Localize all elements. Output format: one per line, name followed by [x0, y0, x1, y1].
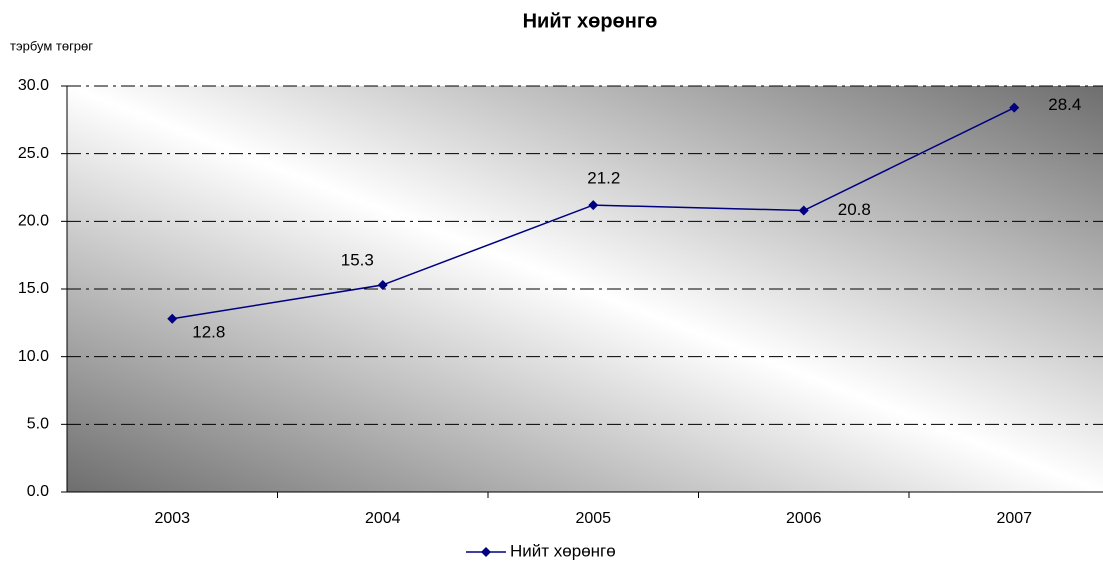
y-tick-label: 30.0	[18, 77, 49, 94]
data-label: 28.4	[1048, 95, 1081, 114]
y-tick-label: 20.0	[18, 213, 49, 230]
data-point	[798, 205, 809, 216]
data-label: 12.8	[192, 322, 225, 341]
chart-title: Нийт хөрөнгө	[523, 10, 658, 32]
x-tick-label: 2007	[996, 510, 1032, 527]
y-tick-label: 5.0	[27, 416, 49, 433]
data-label: 20.8	[838, 200, 871, 219]
y-axis-label: тэрбум төгрөг	[10, 38, 93, 53]
data-label: 21.2	[587, 169, 620, 188]
legend-marker	[481, 547, 491, 557]
y-tick-label: 10.0	[18, 348, 49, 365]
data-point	[167, 313, 178, 324]
y-tick-label: 25.0	[18, 145, 49, 162]
x-tick-label: 2004	[365, 510, 401, 527]
data-point	[588, 200, 599, 211]
legend-label: Нийт хөрөнгө	[510, 541, 616, 560]
x-tick-label: 2005	[575, 510, 611, 527]
y-tick-label: 0.0	[27, 483, 49, 500]
y-tick-label: 15.0	[18, 280, 49, 297]
data-point	[1009, 102, 1020, 113]
data-point	[377, 279, 388, 290]
x-tick-label: 2003	[154, 510, 190, 527]
data-label: 15.3	[341, 250, 374, 269]
x-tick-label: 2006	[786, 510, 822, 527]
